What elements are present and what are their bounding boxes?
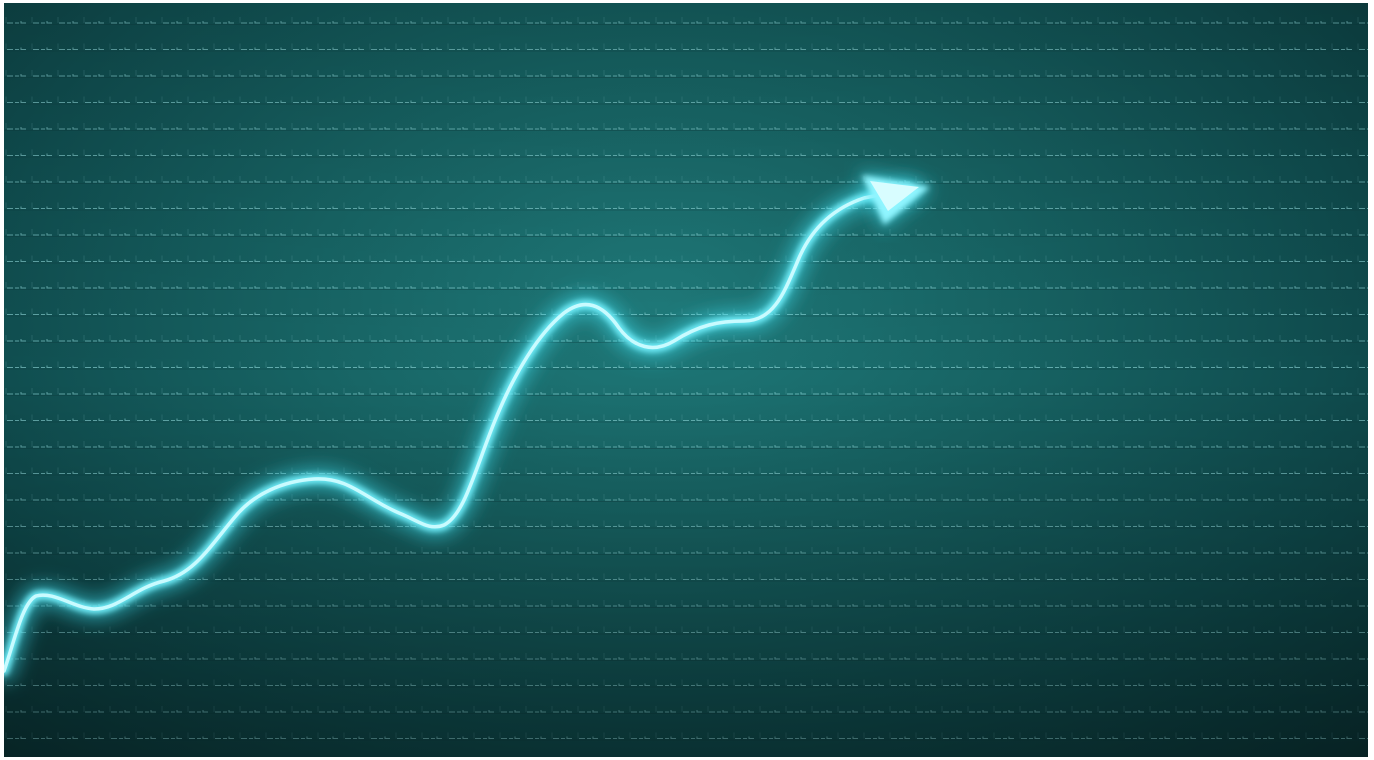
arrowhead-icon <box>859 171 934 231</box>
trend-scene <box>4 3 1368 757</box>
vignette-overlay <box>4 3 1368 757</box>
stock-trend-image <box>4 3 1368 757</box>
trend-line-core <box>4 187 911 673</box>
